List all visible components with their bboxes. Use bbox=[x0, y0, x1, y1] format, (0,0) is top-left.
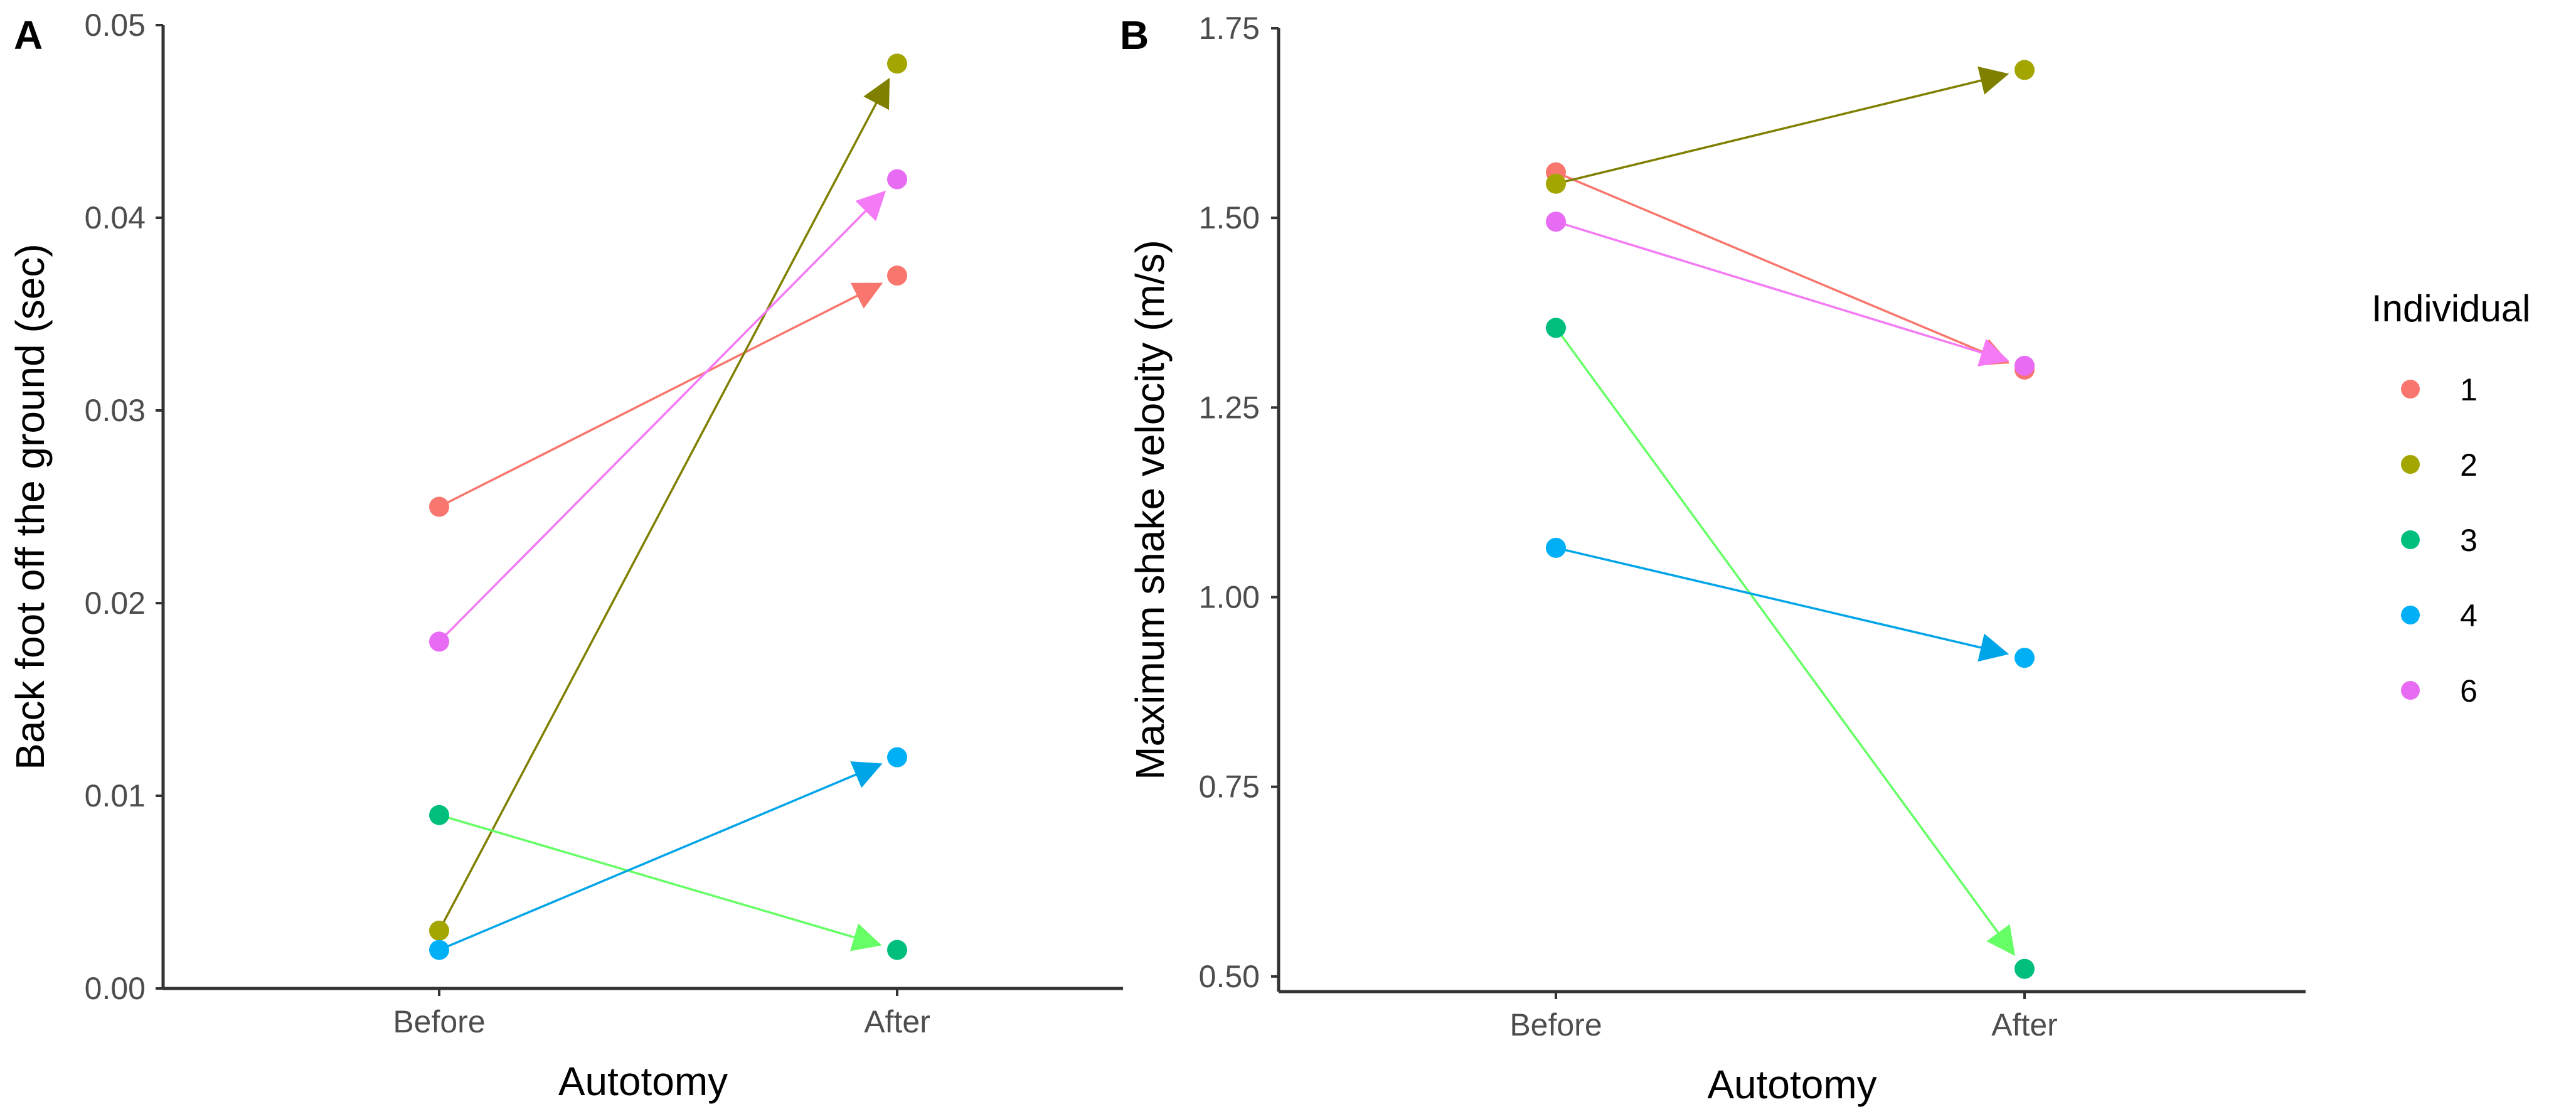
point-individual-2-after bbox=[887, 53, 907, 74]
legend-title: Individual bbox=[2371, 287, 2531, 329]
x-tick-label: Before bbox=[1509, 1007, 1602, 1042]
legend-label-1: 1 bbox=[2460, 372, 2478, 407]
legend-key-6 bbox=[2401, 681, 2420, 700]
point-individual-3-after bbox=[887, 940, 907, 960]
series-6-arrow bbox=[1558, 221, 2009, 367]
x-tick-label: After bbox=[1991, 1007, 2058, 1042]
y-tick-label: 0.04 bbox=[85, 200, 146, 235]
x-axis-title: Autotomy bbox=[558, 1059, 728, 1104]
series-3-arrow bbox=[441, 815, 882, 951]
panel-a: A 0.00 0.01 0.02 0.03 0.04 0.05 Before After Auto… bbox=[8, 8, 1123, 1104]
point-individual-3-after bbox=[2014, 958, 2035, 979]
point-individual-3-before bbox=[1546, 318, 1566, 338]
x-axis-title: Autotomy bbox=[1707, 1062, 1876, 1107]
legend-key-1 bbox=[2401, 380, 2420, 399]
point-individual-1-after bbox=[887, 265, 907, 286]
point-individual-4-before bbox=[429, 940, 449, 960]
series-4-arrow bbox=[1558, 547, 2009, 662]
series-4-arrow bbox=[441, 761, 883, 950]
point-individual-4-before bbox=[1546, 537, 1566, 558]
y-tick-label: 0.02 bbox=[85, 586, 146, 621]
panel-b: B 0.50 0.75 1.00 1.25 1.50 1.75 Before After Auto… bbox=[1120, 11, 2306, 1107]
y-tick-label: 0.03 bbox=[85, 393, 146, 428]
point-individual-1-before bbox=[429, 496, 449, 517]
series-1-arrow bbox=[440, 282, 883, 507]
series-6-arrow bbox=[440, 190, 886, 641]
panel-label: B bbox=[1120, 13, 1149, 58]
y-tick-label: 0.05 bbox=[85, 8, 146, 43]
point-individual-2-before bbox=[429, 920, 449, 941]
series-1-arrow bbox=[1558, 172, 2010, 366]
point-individual-6-before bbox=[1546, 211, 1566, 232]
point-individual-2-before bbox=[1546, 173, 1566, 194]
point-individual-6-before bbox=[429, 631, 449, 652]
y-tick-label: 0.75 bbox=[1199, 769, 1260, 805]
y-tick-label: 1.75 bbox=[1199, 11, 1260, 46]
legend-label-2: 2 bbox=[2460, 447, 2478, 483]
y-tick-label: 0.50 bbox=[1199, 959, 1260, 994]
y-tick-label: 0.01 bbox=[85, 778, 146, 813]
series-3-arrow bbox=[1556, 329, 2016, 956]
legend-label-4: 4 bbox=[2460, 598, 2478, 633]
point-individual-3-before bbox=[429, 805, 449, 825]
y-tick-label: 0.00 bbox=[85, 971, 146, 1006]
y-tick-label: 1.00 bbox=[1199, 579, 1260, 614]
legend-key-4 bbox=[2401, 606, 2420, 624]
point-individual-2-after bbox=[2014, 60, 2035, 80]
point-individual-4-after bbox=[887, 747, 907, 768]
legend: Individual 1 2 3 4 6 bbox=[2371, 287, 2531, 709]
legend-key-2 bbox=[2401, 455, 2420, 474]
legend-label-3: 3 bbox=[2460, 523, 2478, 558]
series-2-arrow bbox=[1558, 66, 2009, 185]
legend-key-3 bbox=[2401, 530, 2420, 549]
y-tick-label: 1.25 bbox=[1199, 390, 1260, 425]
point-individual-4-after bbox=[2014, 648, 2035, 668]
y-axis-title: Maximum shake velocity (m/s) bbox=[1127, 240, 1173, 780]
y-tick-label: 1.50 bbox=[1199, 200, 1260, 235]
panel-label: A bbox=[14, 13, 43, 58]
legend-label-6: 6 bbox=[2460, 673, 2478, 709]
y-axis-title: Back foot off the ground (sec) bbox=[8, 244, 53, 769]
series-2-arrow bbox=[439, 77, 890, 929]
x-tick-label: Before bbox=[393, 1004, 485, 1039]
point-individual-6-after bbox=[887, 169, 907, 190]
x-tick-label: After bbox=[864, 1004, 930, 1039]
point-individual-6-after bbox=[2014, 355, 2035, 376]
